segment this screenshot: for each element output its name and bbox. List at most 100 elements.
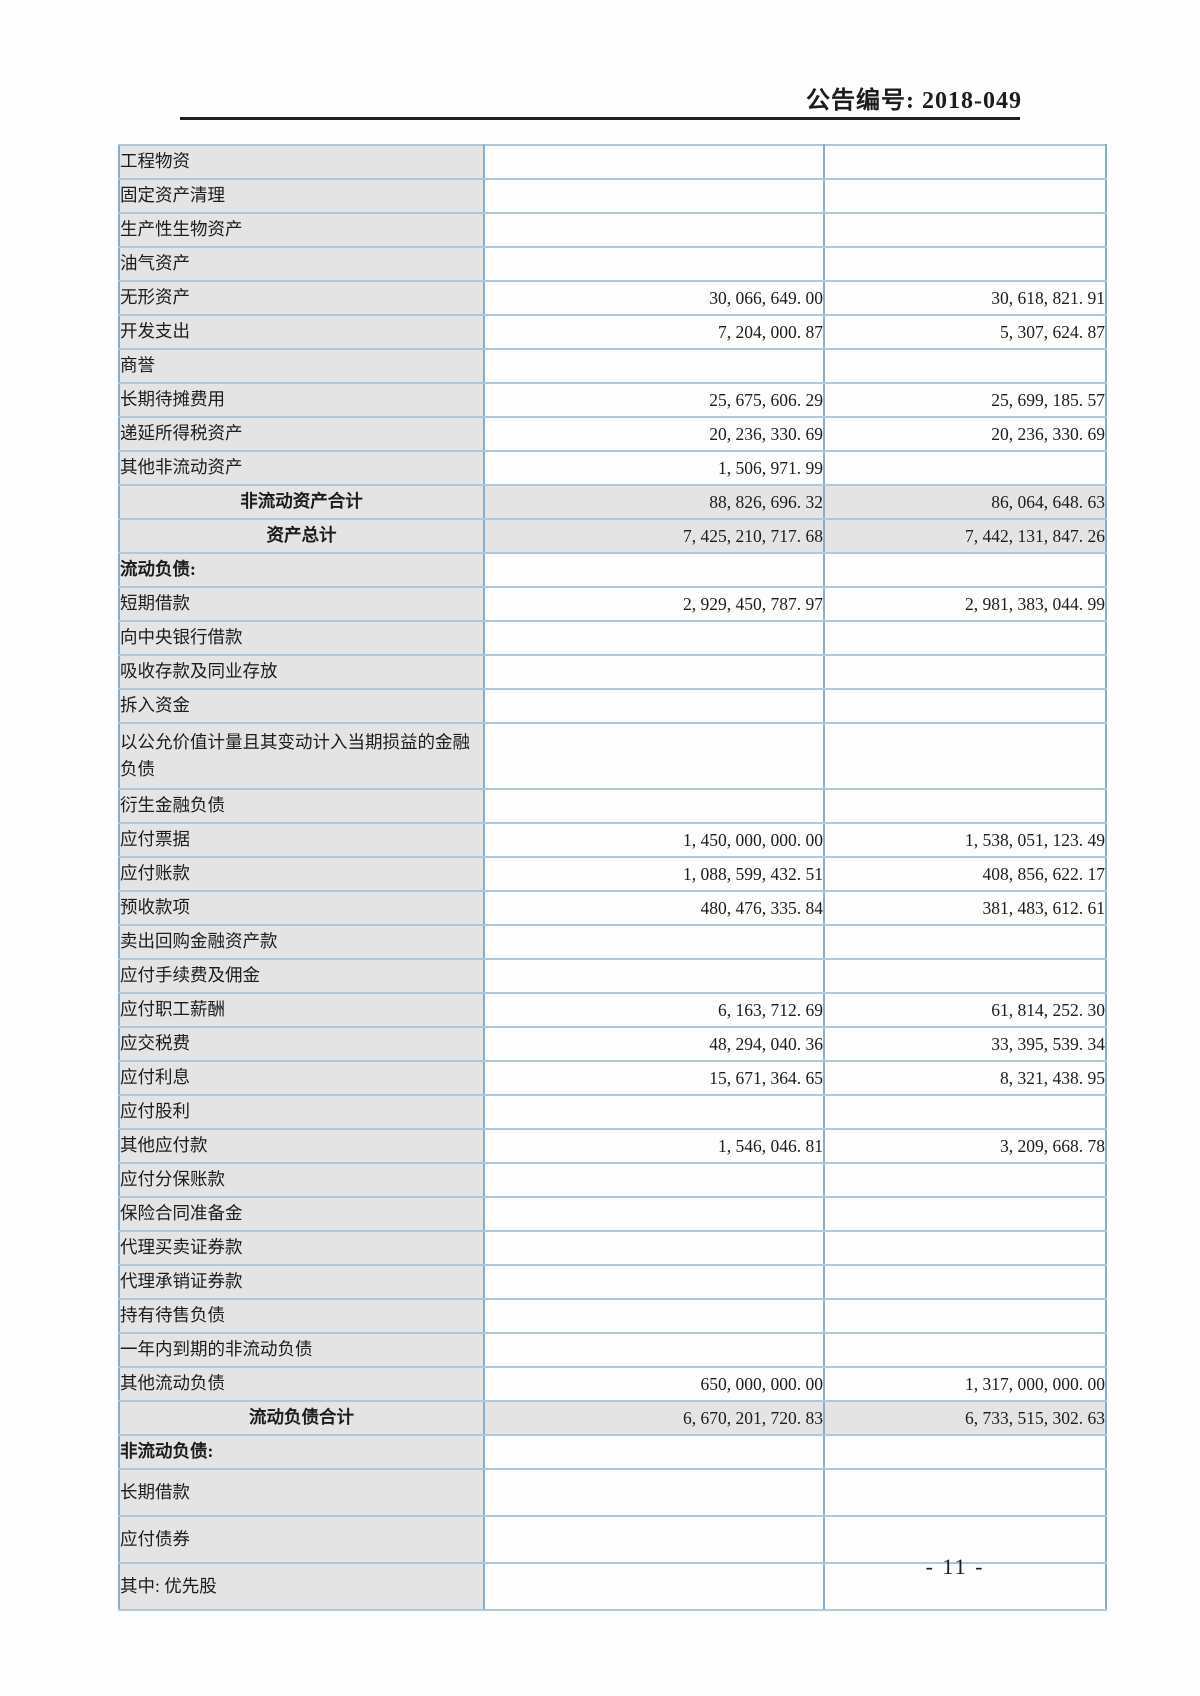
balance-sheet-body: 工程物资 固定资产清理 生产性生物资产 油气资产 无形资产 30, 066, 649. 0…	[118, 144, 1107, 1611]
row-value-previous: 86, 064, 648. 63	[823, 484, 1107, 520]
row-value-current	[483, 1196, 825, 1232]
row-value-previous	[823, 348, 1107, 384]
row-label: 卖出回购金融资产款	[118, 924, 485, 960]
table-row: 长期待摊费用 25, 675, 606. 29 25, 699, 185. 57	[118, 382, 1107, 418]
row-label: 以公允价值计量且其变动计入当期损益的金融负债	[118, 722, 485, 790]
table-row: 开发支出 7, 204, 000. 87 5, 307, 624. 87	[118, 314, 1107, 350]
row-label: 流动负债:	[118, 552, 485, 588]
row-value-current	[483, 552, 825, 588]
row-value-current	[483, 654, 825, 690]
table-row: 卖出回购金融资产款	[118, 924, 1107, 960]
row-label: 应付股利	[118, 1094, 485, 1130]
row-value-previous	[823, 552, 1107, 588]
row-value-previous	[823, 620, 1107, 656]
row-value-previous	[823, 1094, 1107, 1130]
row-label: 应付手续费及佣金	[118, 958, 485, 994]
row-label: 其他流动负债	[118, 1366, 485, 1402]
table-row: 流动负债合计 6, 670, 201, 720. 83 6, 733, 515, 3…	[118, 1400, 1107, 1436]
table-row: 应付账款 1, 088, 599, 432. 51 408, 856, 622. 1…	[118, 856, 1107, 892]
row-label: 其中: 优先股	[118, 1562, 485, 1611]
row-value-current: 1, 546, 046. 81	[483, 1128, 825, 1164]
row-label: 应付分保账款	[118, 1162, 485, 1198]
table-row: 以公允价值计量且其变动计入当期损益的金融负债	[118, 722, 1107, 790]
table-row: 衍生金融负债	[118, 788, 1107, 824]
row-label: 工程物资	[118, 144, 485, 180]
row-value-current	[483, 1332, 825, 1368]
row-value-current: 88, 826, 696. 32	[483, 484, 825, 520]
row-value-current	[483, 924, 825, 960]
table-row: 应付股利	[118, 1094, 1107, 1130]
row-label: 应交税费	[118, 1026, 485, 1062]
row-value-previous	[823, 788, 1107, 824]
row-label: 一年内到期的非流动负债	[118, 1332, 485, 1368]
table-row: 其中: 优先股	[118, 1562, 1107, 1611]
row-value-previous: 3, 209, 668. 78	[823, 1128, 1107, 1164]
table-row: 无形资产 30, 066, 649. 00 30, 618, 821. 91	[118, 280, 1107, 316]
row-value-previous	[823, 1468, 1107, 1517]
row-value-previous: 61, 814, 252. 30	[823, 992, 1107, 1028]
row-value-previous	[823, 654, 1107, 690]
row-value-previous	[823, 1562, 1107, 1611]
row-value-current: 650, 000, 000. 00	[483, 1366, 825, 1402]
table-row: 保险合同准备金	[118, 1196, 1107, 1232]
row-label: 开发支出	[118, 314, 485, 350]
row-label: 长期待摊费用	[118, 382, 485, 418]
table-row: 应付利息 15, 671, 364. 65 8, 321, 438. 95	[118, 1060, 1107, 1096]
row-label: 预收款项	[118, 890, 485, 926]
table-row: 固定资产清理	[118, 178, 1107, 214]
page-number: - 11 -	[925, 1554, 985, 1579]
table-row: 预收款项 480, 476, 335. 84 381, 483, 612. 61	[118, 890, 1107, 926]
row-value-current	[483, 788, 825, 824]
row-label: 长期借款	[118, 1468, 485, 1517]
row-value-previous	[823, 246, 1107, 282]
row-value-previous	[823, 1162, 1107, 1198]
row-label: 向中央银行借款	[118, 620, 485, 656]
table-row: 商誉	[118, 348, 1107, 384]
row-value-previous: 30, 618, 821. 91	[823, 280, 1107, 316]
row-label: 衍生金融负债	[118, 788, 485, 824]
table-row: 资产总计 7, 425, 210, 717. 68 7, 442, 131, 847…	[118, 518, 1107, 554]
row-value-current: 480, 476, 335. 84	[483, 890, 825, 926]
table-row: 流动负债:	[118, 552, 1107, 588]
row-label: 吸收存款及同业存放	[118, 654, 485, 690]
row-label: 应付票据	[118, 822, 485, 858]
row-value-previous: 20, 236, 330. 69	[823, 416, 1107, 452]
table-row: 长期借款	[118, 1468, 1107, 1517]
row-value-current: 6, 163, 712. 69	[483, 992, 825, 1028]
table-row: 其他流动负债 650, 000, 000. 00 1, 317, 000, 000.…	[118, 1366, 1107, 1402]
table-row: 应付手续费及佣金	[118, 958, 1107, 994]
row-value-previous	[823, 722, 1107, 790]
row-value-current: 1, 506, 971. 99	[483, 450, 825, 486]
table-row: 拆入资金	[118, 688, 1107, 724]
row-label: 短期借款	[118, 586, 485, 622]
announcement-number: 公告编号: 2018-049	[806, 88, 1022, 114]
balance-sheet-table: 工程物资 固定资产清理 生产性生物资产 油气资产 无形资产 30, 066, 649. 0…	[118, 144, 1107, 1611]
header-rule	[180, 117, 1020, 120]
row-value-current	[483, 1562, 825, 1611]
table-row: 非流动资产合计 88, 826, 696. 32 86, 064, 648. 63	[118, 484, 1107, 520]
table-row: 应交税费 48, 294, 040. 36 33, 395, 539. 34	[118, 1026, 1107, 1062]
row-value-previous: 33, 395, 539. 34	[823, 1026, 1107, 1062]
table-row: 吸收存款及同业存放	[118, 654, 1107, 690]
row-value-current: 1, 450, 000, 000. 00	[483, 822, 825, 858]
row-value-previous: 381, 483, 612. 61	[823, 890, 1107, 926]
row-value-current	[483, 958, 825, 994]
table-row: 应付分保账款	[118, 1162, 1107, 1198]
table-row: 非流动负债:	[118, 1434, 1107, 1470]
row-label: 非流动负债:	[118, 1434, 485, 1470]
row-value-current	[483, 688, 825, 724]
row-label: 代理承销证券款	[118, 1264, 485, 1300]
table-row: 油气资产	[118, 246, 1107, 282]
row-value-current	[483, 1298, 825, 1334]
table-row: 其他非流动资产 1, 506, 971. 99	[118, 450, 1107, 486]
table-row: 一年内到期的非流动负债	[118, 1332, 1107, 1368]
row-value-current: 6, 670, 201, 720. 83	[483, 1400, 825, 1436]
row-value-previous: 408, 856, 622. 17	[823, 856, 1107, 892]
row-value-current	[483, 1264, 825, 1300]
row-value-current	[483, 246, 825, 282]
row-label: 流动负债合计	[118, 1400, 485, 1436]
table-row: 应付职工薪酬 6, 163, 712. 69 61, 814, 252. 30	[118, 992, 1107, 1028]
row-label: 递延所得税资产	[118, 416, 485, 452]
row-label: 其他应付款	[118, 1128, 485, 1164]
